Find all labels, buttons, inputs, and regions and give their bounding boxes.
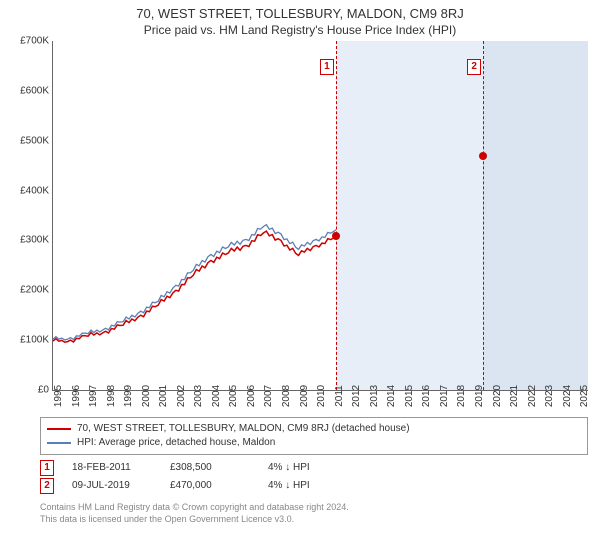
legend-item: HPI: Average price, detached house, Mald… xyxy=(47,436,581,450)
sale-marker: 1 xyxy=(320,59,334,75)
y-tick-label: £600K xyxy=(3,85,49,96)
footer-line-2: This data is licensed under the Open Gov… xyxy=(40,513,588,525)
sale-row: 1 18-FEB-2011 £308,500 4% ↓ HPI xyxy=(40,459,588,477)
y-tick-label: £400K xyxy=(3,185,49,196)
plot-region: £0£100K£200K£300K£400K£500K£600K£700K199… xyxy=(52,41,588,391)
sale-change: 4% ↓ HPI xyxy=(268,459,348,477)
sale-change: 4% ↓ HPI xyxy=(268,477,348,495)
chart-title: 70, WEST STREET, TOLLESBURY, MALDON, CM9… xyxy=(0,0,600,21)
chart-subtitle: Price paid vs. HM Land Registry's House … xyxy=(0,21,600,41)
sales-table: 1 18-FEB-2011 £308,500 4% ↓ HPI 2 09-JUL-2019… xyxy=(40,459,588,495)
sale-vline xyxy=(483,41,484,390)
sale-row-marker: 2 xyxy=(40,478,54,494)
sale-price: £470,000 xyxy=(170,477,250,495)
sale-row-marker: 1 xyxy=(40,460,54,476)
y-tick-label: £300K xyxy=(3,235,49,246)
legend-swatch xyxy=(47,442,71,444)
sale-vline xyxy=(336,41,337,390)
sale-date: 09-JUL-2019 xyxy=(72,477,152,495)
legend-item: 70, WEST STREET, TOLLESBURY, MALDON, CM9… xyxy=(47,422,581,436)
shade-region xyxy=(483,41,588,390)
sale-date: 18-FEB-2011 xyxy=(72,459,152,477)
sale-price: £308,500 xyxy=(170,459,250,477)
footer-attribution: Contains HM Land Registry data © Crown c… xyxy=(40,501,588,525)
legend-label: 70, WEST STREET, TOLLESBURY, MALDON, CM9… xyxy=(77,422,410,436)
chart-container: 70, WEST STREET, TOLLESBURY, MALDON, CM9… xyxy=(0,0,600,560)
shade-region xyxy=(336,41,483,390)
y-tick-label: £700K xyxy=(3,36,49,47)
sale-point xyxy=(332,232,340,240)
sale-point xyxy=(479,152,487,160)
y-tick-label: £0 xyxy=(3,385,49,396)
y-tick-label: £500K xyxy=(3,135,49,146)
y-tick-label: £200K xyxy=(3,285,49,296)
legend-label: HPI: Average price, detached house, Mald… xyxy=(77,436,275,450)
y-tick-label: £100K xyxy=(3,335,49,346)
legend-box: 70, WEST STREET, TOLLESBURY, MALDON, CM9… xyxy=(40,417,588,455)
chart-area: £0£100K£200K£300K£400K£500K£600K£700K199… xyxy=(52,41,588,411)
footer-line-1: Contains HM Land Registry data © Crown c… xyxy=(40,501,588,513)
sale-row: 2 09-JUL-2019 £470,000 4% ↓ HPI xyxy=(40,477,588,495)
sale-marker: 2 xyxy=(467,59,481,75)
legend-swatch xyxy=(47,428,71,430)
